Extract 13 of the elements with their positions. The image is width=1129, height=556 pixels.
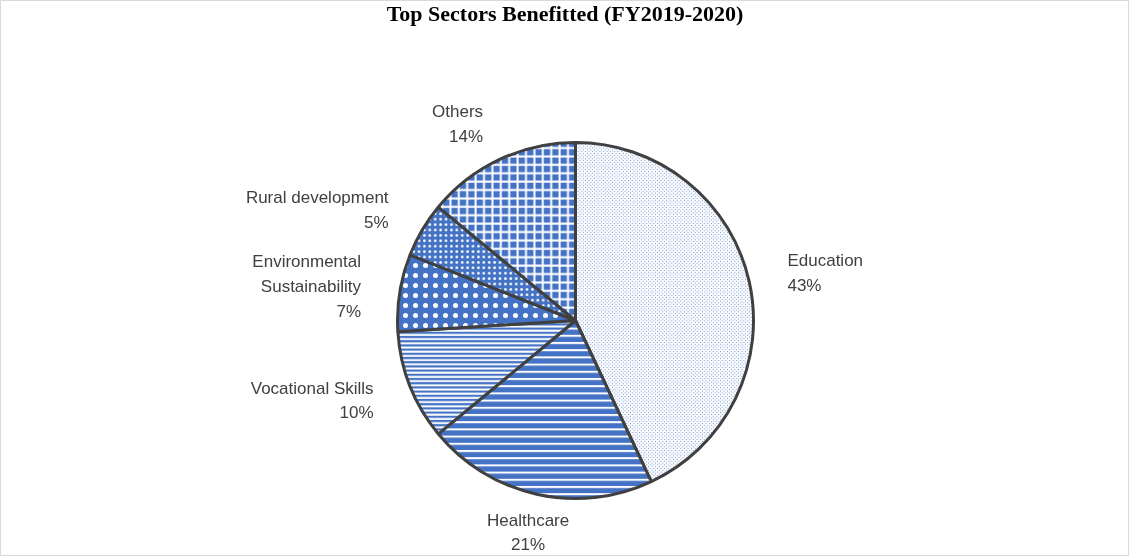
chart-title: Top Sectors Benefitted (FY2019-2020) <box>386 0 744 26</box>
data-label: 14% <box>449 126 484 146</box>
slice-label: Others <box>432 102 484 122</box>
slice-label: Rural development <box>245 188 389 208</box>
data-label: 7% <box>336 301 362 321</box>
data-label: 5% <box>364 212 389 232</box>
slice-label: Vocational Skills <box>250 378 374 398</box>
slice-label: Healthcare <box>487 510 570 530</box>
slice-label: Education <box>787 251 864 271</box>
slice-label: Environmental Sustainability <box>252 252 362 297</box>
data-label: 10% <box>339 403 374 423</box>
data-label: 43% <box>787 275 822 295</box>
data-label: 21% <box>511 535 546 555</box>
